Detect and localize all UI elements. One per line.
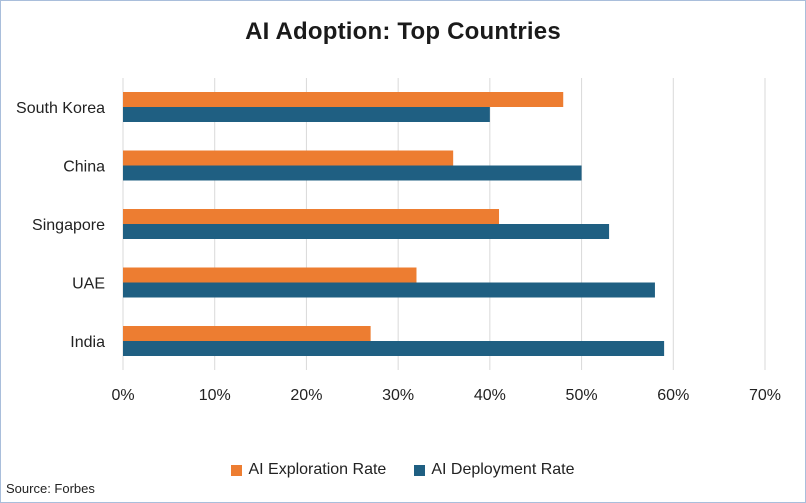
- y-category-label: UAE: [72, 276, 105, 293]
- legend-item-exploration: AI Exploration Rate: [231, 461, 386, 479]
- x-tick-label: 10%: [199, 387, 231, 404]
- source-note: Source: Forbes: [6, 481, 95, 496]
- bar-exploration-0: [123, 92, 564, 107]
- x-tick-label: 60%: [657, 387, 689, 404]
- bar-exploration-2: [123, 209, 500, 224]
- x-tick-label: 50%: [566, 387, 598, 404]
- x-tick-label: 30%: [382, 387, 414, 404]
- y-category-label: India: [70, 334, 105, 351]
- legend-swatch-deployment: [414, 464, 426, 476]
- x-tick-label: 0%: [111, 387, 134, 404]
- x-tick-label: 40%: [474, 387, 506, 404]
- legend-label-exploration: AI Exploration Rate: [248, 461, 387, 478]
- x-tick-label: 70%: [749, 387, 781, 404]
- y-category-label: Singapore: [32, 217, 105, 234]
- bar-exploration-1: [123, 150, 454, 166]
- y-category-label: South Korea: [16, 100, 105, 117]
- legend-item-deployment: AI Deployment Rate: [414, 461, 575, 479]
- bar-deployment-3: [123, 282, 655, 298]
- x-tick-label: 20%: [290, 387, 322, 404]
- bar-exploration-4: [123, 326, 371, 341]
- bar-exploration-3: [123, 267, 417, 283]
- bar-deployment-2: [123, 224, 610, 239]
- y-category-label: China: [63, 159, 105, 176]
- chart-title: AI Adoption: Top Countries: [245, 18, 561, 45]
- legend-label-deployment: AI Deployment Rate: [431, 461, 575, 478]
- bar-deployment-0: [123, 107, 490, 122]
- legend-swatch-exploration: [231, 464, 243, 476]
- bar-deployment-1: [123, 165, 582, 181]
- bar-deployment-4: [123, 341, 665, 356]
- chart-legend: AI Exploration Rate AI Deployment Rate: [0, 461, 806, 479]
